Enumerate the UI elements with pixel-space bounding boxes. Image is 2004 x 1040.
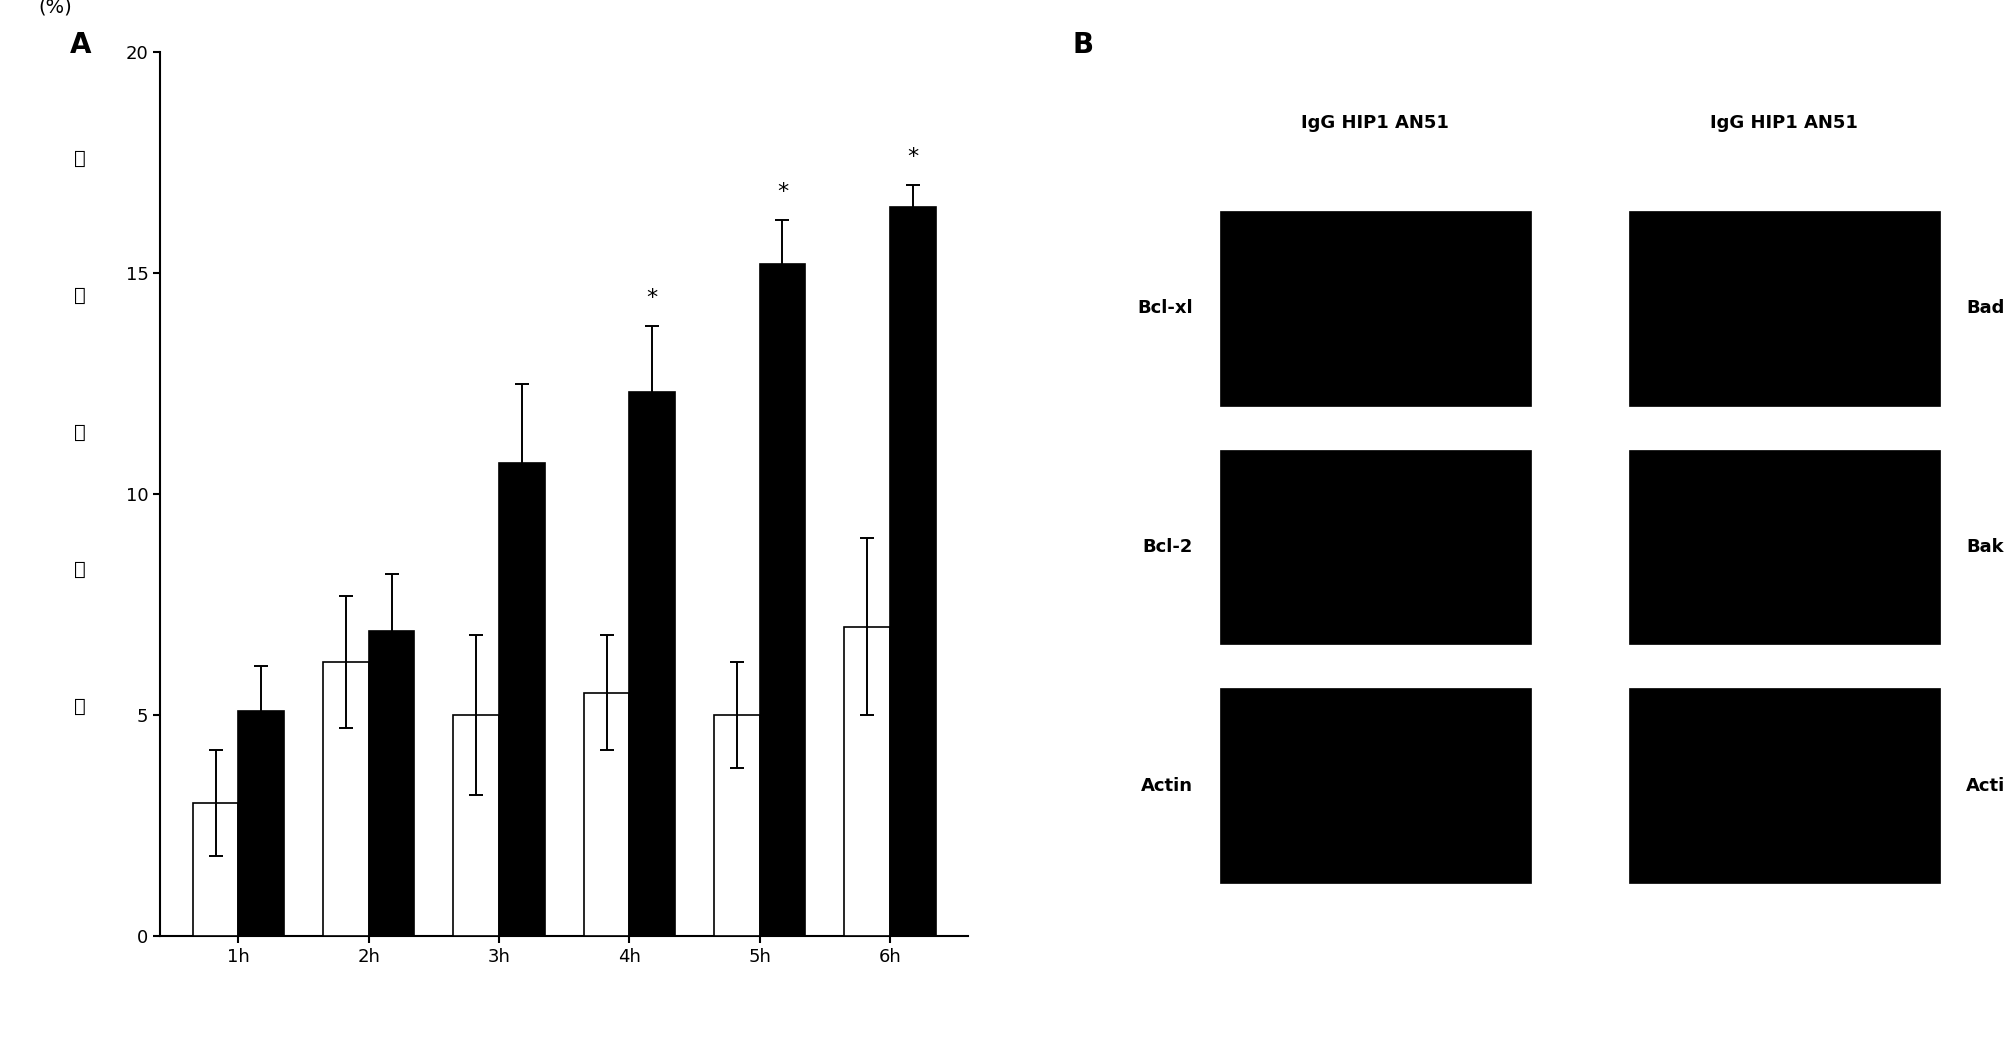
Text: A: A [70,31,92,59]
Text: *: * [647,288,657,308]
Bar [453,716,499,936]
Bar [238,710,285,936]
Bar [713,716,760,936]
Text: 凋: 凋 [74,560,86,578]
Bar [369,631,415,936]
Bar [760,264,806,936]
Bar [629,392,675,936]
Bar [583,693,629,936]
Text: 亡: 亡 [74,697,86,716]
Bar [323,662,369,936]
Bar [1220,211,1531,406]
Bar [192,803,238,936]
Text: 血: 血 [74,149,86,167]
Text: Actin: Actin [1966,777,2004,795]
Text: *: * [778,182,788,202]
Text: Bak: Bak [1966,538,2004,556]
Bar [844,626,890,936]
Text: Bcl-2: Bcl-2 [1142,538,1192,556]
Text: B: B [1072,31,1094,59]
Text: Bad: Bad [1966,300,2004,317]
Bar [1220,688,1531,883]
Bar [1220,449,1531,644]
Text: IgG HIP1 AN51: IgG HIP1 AN51 [1301,113,1449,132]
Bar [1629,449,1940,644]
Text: Actin: Actin [1140,777,1192,795]
Text: IgG HIP1 AN51: IgG HIP1 AN51 [1709,113,1858,132]
Bar [890,207,936,936]
Text: (%): (%) [38,0,72,17]
Text: 小: 小 [74,286,86,305]
Text: 板: 板 [74,422,86,442]
Text: Bcl-xl: Bcl-xl [1138,300,1192,317]
Bar [1629,211,1940,406]
Bar [1629,688,1940,883]
Text: *: * [908,147,918,166]
Bar [499,463,545,936]
